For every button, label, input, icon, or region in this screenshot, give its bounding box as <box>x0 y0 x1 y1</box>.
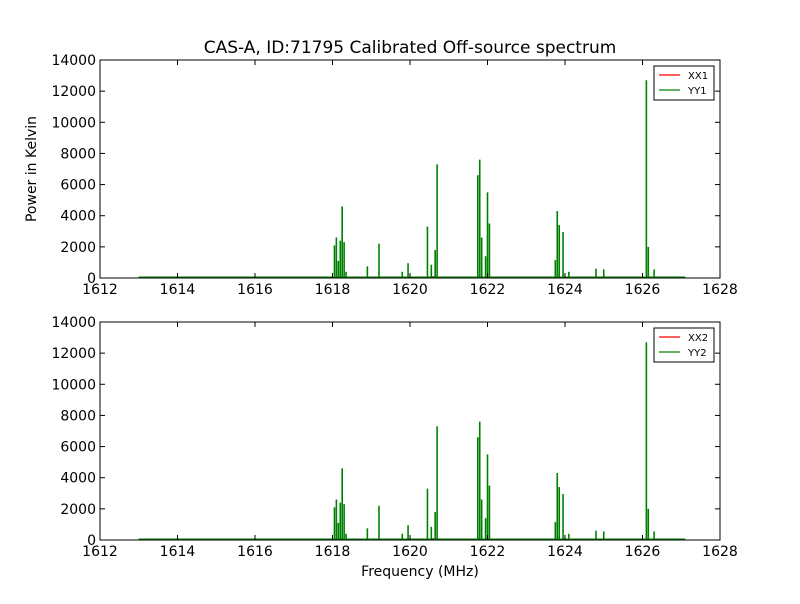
plot-area <box>100 60 720 278</box>
legend-box <box>653 65 715 101</box>
top-panel: 1612 1614 1616 1618 1620 1622 1624 1626 1628 0 200… <box>24 53 738 298</box>
y-tick-label: 2000 <box>60 240 96 256</box>
x-tick-label: 1622 <box>470 282 506 298</box>
legend-box <box>653 327 715 363</box>
y-axis-label: Power in Kelvin <box>24 116 40 222</box>
y-tick-label: 12000 <box>51 84 96 100</box>
x-tick-label: 1616 <box>237 544 273 560</box>
legend-entry: YY1 <box>687 86 707 97</box>
x-tick-label: 1612 <box>82 544 118 560</box>
x-tick-label: 1618 <box>315 282 351 298</box>
x-tick-label: 1626 <box>625 544 661 560</box>
x-tick-label: 1614 <box>160 544 196 560</box>
y-tick-label: 0 <box>87 271 96 287</box>
y-tick-label: 14000 <box>51 53 96 69</box>
y-tick-label: 6000 <box>60 440 96 456</box>
x-tick-label: 1620 <box>392 544 428 560</box>
x-tick-label: 1628 <box>702 544 738 560</box>
y-tick-label: 10000 <box>51 115 96 131</box>
bottom-panel: 1612 1614 1616 1618 1620 1622 1624 1626 1628 0 200… <box>51 315 737 580</box>
series-yy2 <box>138 342 686 540</box>
y-tick-label: 10000 <box>51 377 96 393</box>
y-tick-label: 12000 <box>51 346 96 362</box>
legend-entry: YY2 <box>687 348 707 359</box>
x-tick-label: 1616 <box>237 282 273 298</box>
legend-entry: XX2 <box>688 333 708 344</box>
y-tick-label: 0 <box>87 533 96 549</box>
y-tick-label: 4000 <box>60 209 96 225</box>
x-tick-label: 1612 <box>82 282 118 298</box>
chart-title: CAS-A, ID:71795 Calibrated Off-source sp… <box>204 38 617 58</box>
plot-area <box>100 322 720 540</box>
x-tick-label: 1624 <box>547 282 583 298</box>
x-tick-label: 1620 <box>392 282 428 298</box>
x-tick-label: 1618 <box>315 544 351 560</box>
y-tick-label: 8000 <box>60 408 96 424</box>
x-tick-label: 1624 <box>547 544 583 560</box>
legend-entry: XX1 <box>688 71 708 82</box>
x-axis-label: Frequency (MHz) <box>361 564 479 580</box>
y-tick-label: 6000 <box>60 178 96 194</box>
x-tick-label: 1626 <box>625 282 661 298</box>
x-tick-label: 1622 <box>470 544 506 560</box>
x-tick-label: 1628 <box>702 282 738 298</box>
y-tick-label: 2000 <box>60 502 96 518</box>
y-tick-label: 4000 <box>60 471 96 487</box>
x-tick-label: 1614 <box>160 282 196 298</box>
y-tick-label: 14000 <box>51 315 96 331</box>
series-yy1 <box>138 80 686 278</box>
y-tick-label: 8000 <box>60 146 96 162</box>
